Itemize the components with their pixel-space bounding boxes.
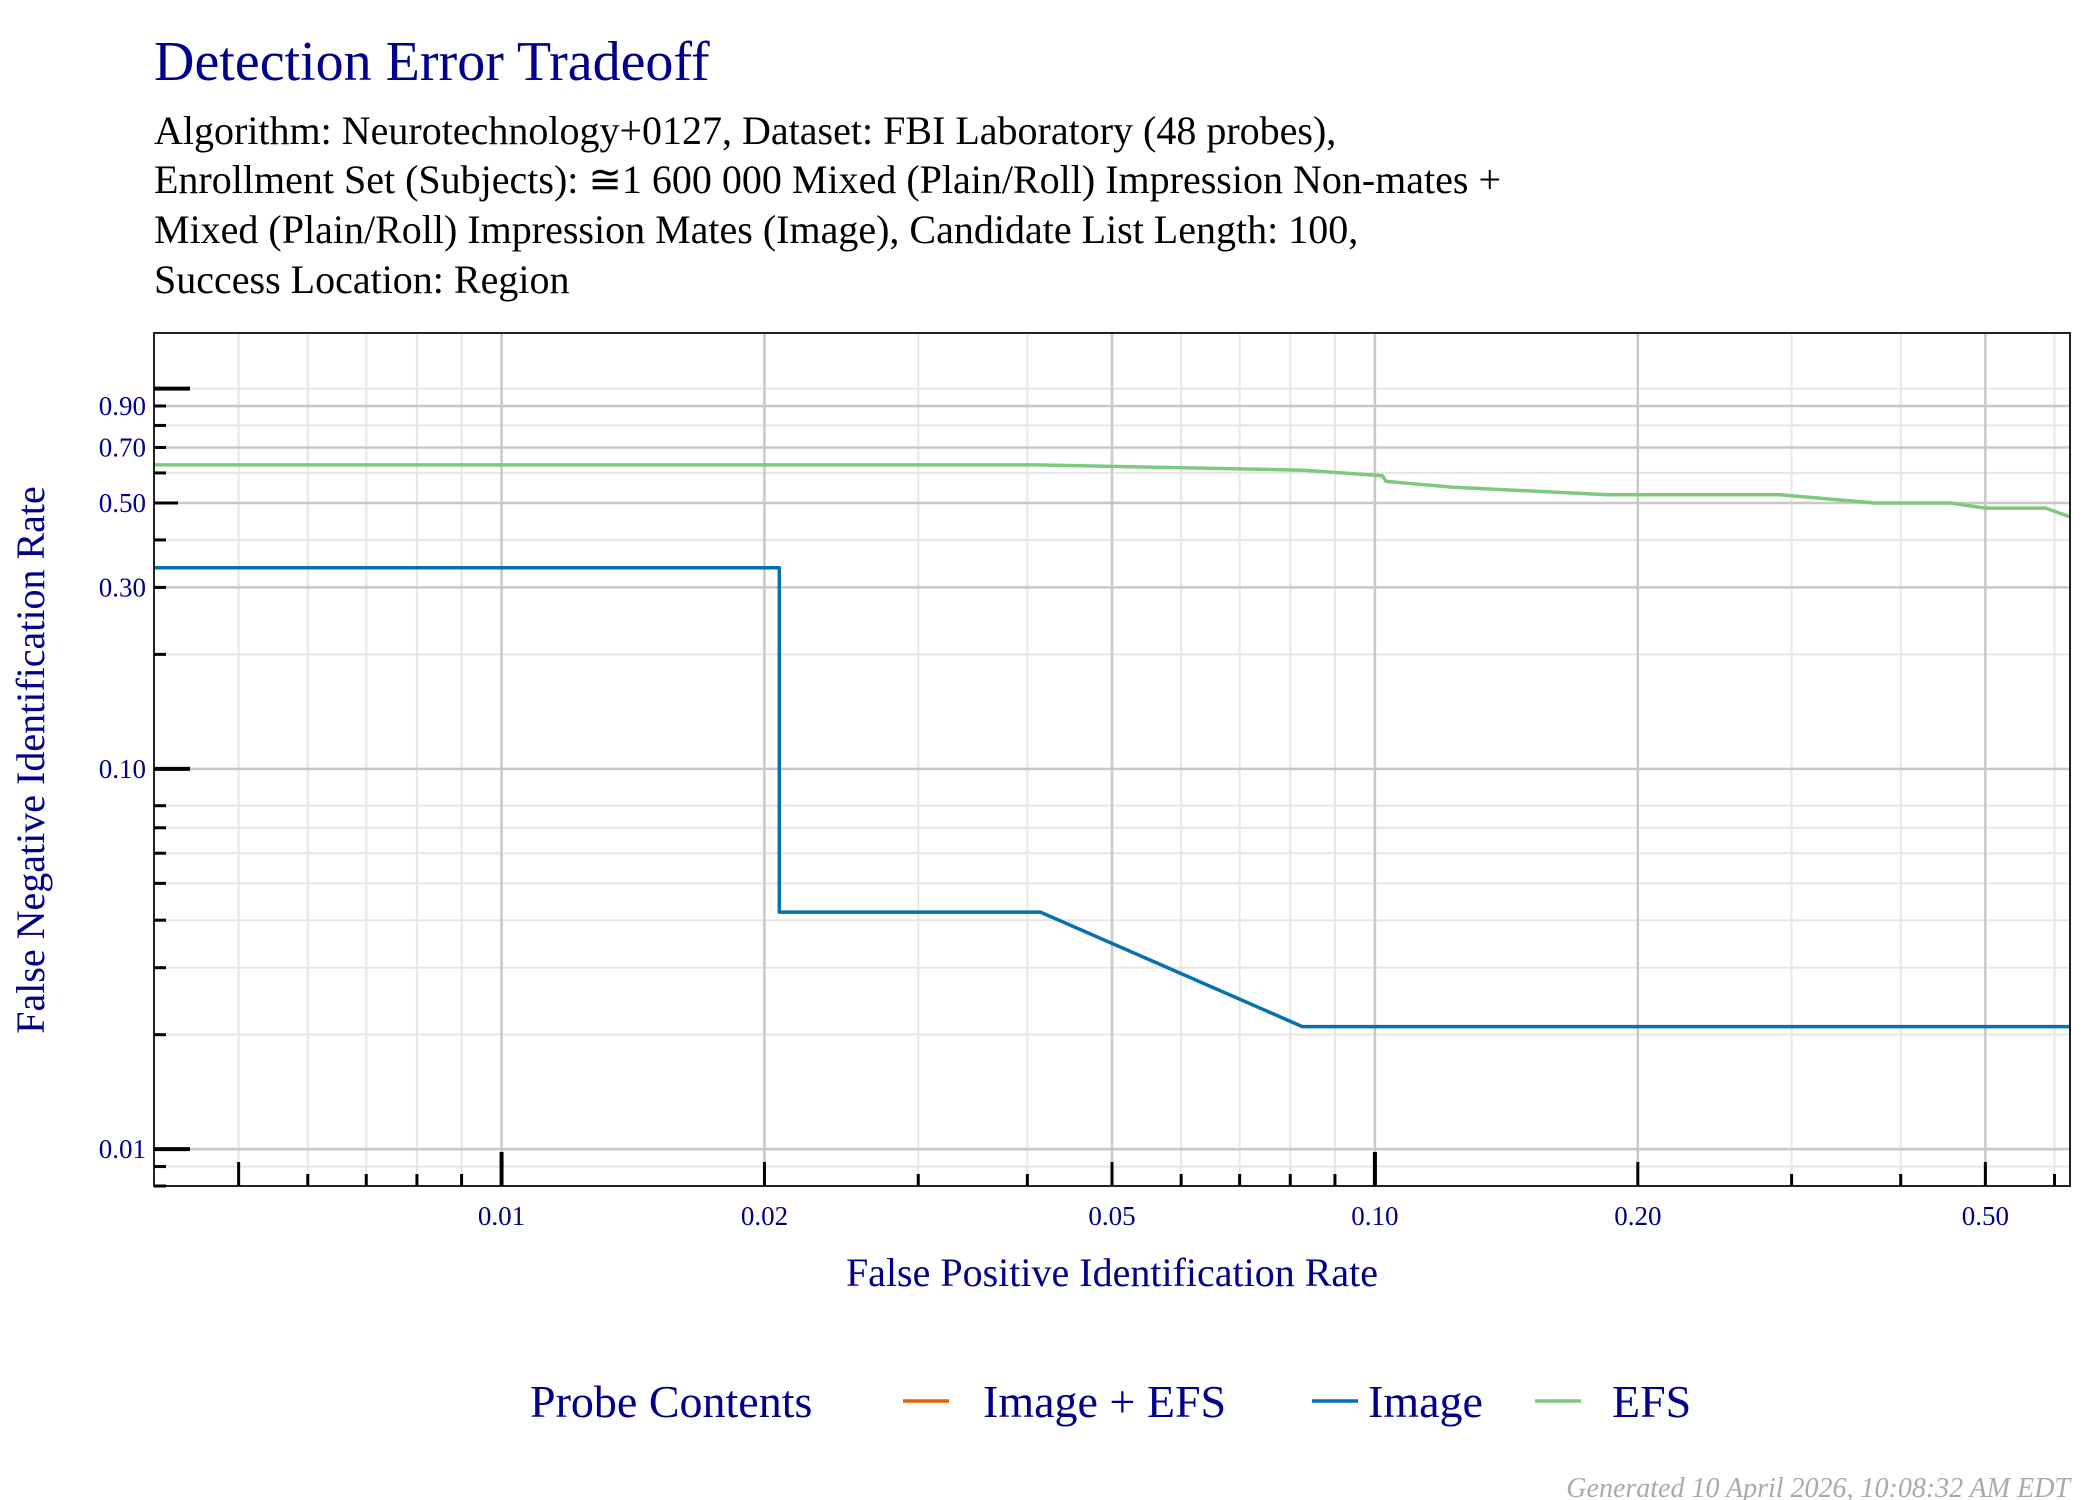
x-tick-label: 0.01 — [478, 1201, 525, 1231]
series-line-image — [154, 565, 2070, 1029]
legend: Probe Contents Image + EFS Image EFS — [530, 1376, 1691, 1427]
y-axis-label: False Negative Identification Rate — [8, 486, 53, 1034]
subtitle-line-1: Algorithm: Neurotechnology+0127, Dataset… — [154, 108, 1336, 153]
series-lines — [154, 463, 2071, 1029]
legend-label: EFS — [1612, 1376, 1691, 1427]
x-tick-label: 0.50 — [1962, 1201, 2009, 1231]
y-tick-label: 0.50 — [99, 488, 146, 518]
y-tick-label: 0.01 — [99, 1134, 146, 1164]
subtitle-line-2: Enrollment Set (Subjects): ≅1 600 000 Mi… — [154, 157, 1501, 202]
ticks: 0.01 0.02 0.05 0.10 0.20 0.50 0.01 0.10 0.30 0.50… — [99, 386, 2057, 1231]
x-axis-label: False Positive Identification Rate — [846, 1250, 1378, 1295]
legend-label: Image — [1368, 1376, 1483, 1427]
x-tick-label: 0.02 — [741, 1201, 788, 1231]
x-tick-label: 0.20 — [1614, 1201, 1661, 1231]
x-tick-label: 0.05 — [1088, 1201, 1135, 1231]
y-tick-label: 0.90 — [99, 391, 146, 421]
subtitle-line-4: Success Location: Region — [154, 257, 569, 302]
footer-timestamp: Generated 10 April 2026, 10:08:32 AM EDT — [1566, 1473, 2072, 1500]
y-tick-label: 0.30 — [99, 572, 146, 602]
legend-label: Image + EFS — [983, 1376, 1226, 1427]
series-line-efs — [154, 463, 2071, 519]
x-tick-label: 0.10 — [1351, 1201, 1398, 1231]
chart-title: Detection Error Tradeoff — [154, 31, 710, 93]
subtitle-line-3: Mixed (Plain/Roll) Impression Mates (Ima… — [154, 207, 1358, 252]
grid — [154, 333, 2070, 1187]
y-tick-label: 0.10 — [99, 754, 146, 784]
y-tick-label: 0.70 — [99, 432, 146, 462]
legend-title: Probe Contents — [530, 1376, 812, 1427]
